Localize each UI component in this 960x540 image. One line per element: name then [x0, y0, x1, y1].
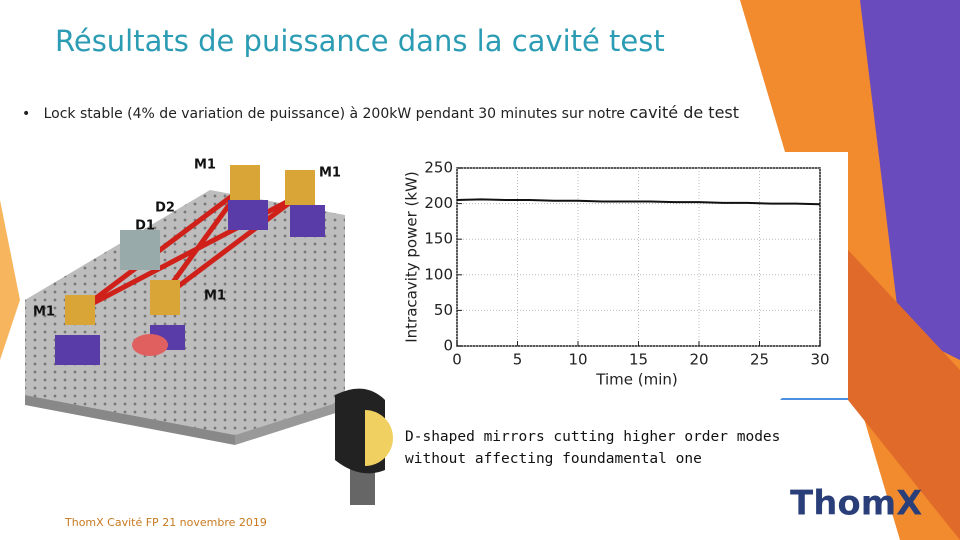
photodiode [132, 334, 168, 356]
footer: ThomX Cavité FP 21 novembre 2019 [65, 516, 267, 529]
mirror-holders [65, 165, 315, 325]
slide-title: Résultats de puissance dans la cavité te… [55, 24, 665, 58]
setup-label: M1 [204, 289, 226, 304]
setup-label: D1 [135, 219, 155, 234]
y-tick-label: 250 [424, 159, 453, 177]
y-tick-label: 200 [424, 194, 453, 212]
x-tick-label: 25 [750, 351, 769, 369]
x-axis-label: Time (min) [595, 371, 677, 389]
decor-purple [860, 0, 960, 360]
x-tick-label: 0 [452, 351, 462, 369]
decor-dark-orange [848, 250, 960, 540]
decor-left [0, 200, 20, 360]
y-tick-label: 0 [443, 337, 453, 355]
x-tick-label: 30 [810, 351, 829, 369]
table-edge [25, 395, 235, 445]
x-tick-label: 15 [629, 351, 648, 369]
bullet-text: Lock stable (4% de variation de puissanc… [43, 106, 626, 122]
x-tick-label: 10 [568, 351, 587, 369]
x-tick-label: 20 [689, 351, 708, 369]
caption: D-shaped mirrors cutting higher order mo… [405, 429, 781, 467]
setup-label: M1 [194, 158, 216, 173]
setup-label: M1 [33, 305, 55, 320]
setup-label: M1 [319, 166, 341, 181]
y-tick-label: 100 [424, 265, 453, 283]
x-tick-label: 5 [513, 351, 523, 369]
bullet-emphasis: cavité de test [629, 103, 740, 122]
bullet: • Lock stable (4% de variation de puissa… [22, 103, 740, 122]
table-holes [25, 190, 345, 435]
table-edge [235, 400, 345, 445]
power-line [456, 198, 821, 206]
y-axis-label: Intracavity power (kW) [403, 171, 421, 343]
logo: ThomX [790, 484, 922, 524]
chart-background [400, 152, 848, 398]
setup-label: D2 [155, 201, 175, 216]
y-tick-label: 150 [424, 230, 453, 248]
y-tick-label: 50 [434, 301, 453, 319]
d-mirror [365, 410, 393, 466]
